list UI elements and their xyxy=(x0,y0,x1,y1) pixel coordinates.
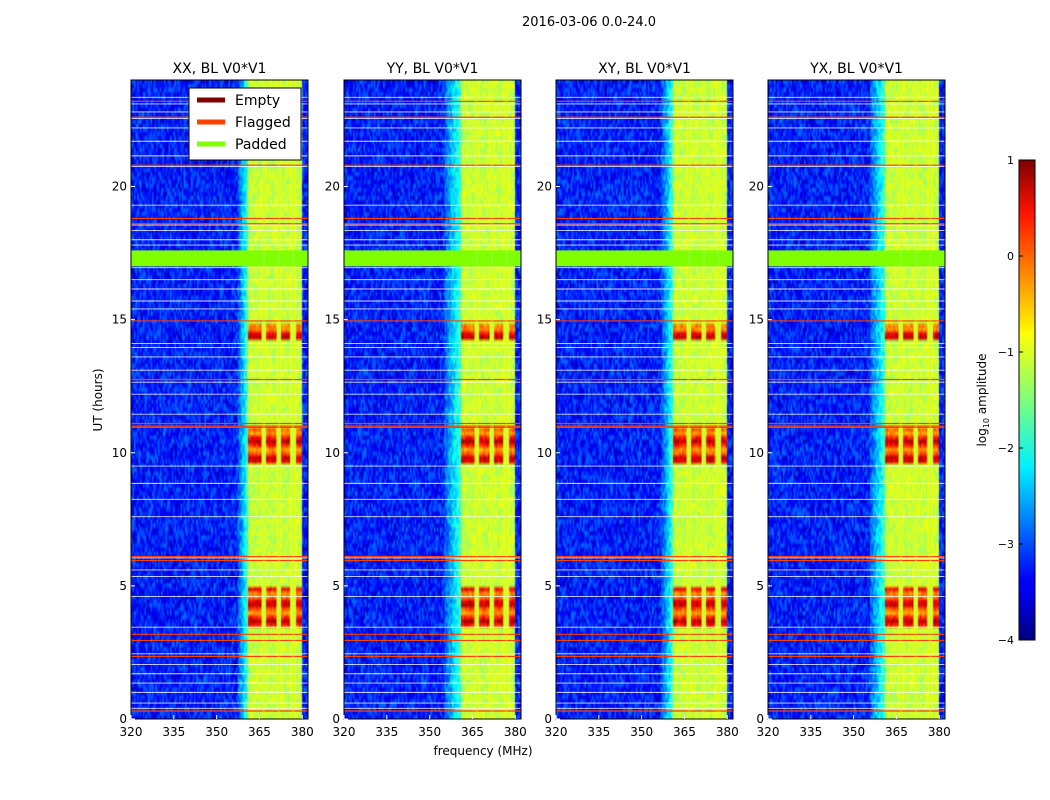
x-tick-label: 350 xyxy=(418,725,441,739)
channel-gap xyxy=(928,80,932,719)
x-tick-label: 335 xyxy=(162,725,185,739)
padded-band xyxy=(768,250,945,267)
padded-band xyxy=(556,250,733,267)
padded-band xyxy=(344,250,521,267)
colorbar-label: log10 amplitude xyxy=(975,354,991,447)
x-axis-label: frequency (MHz) xyxy=(433,744,532,758)
y-tick-label: 5 xyxy=(756,579,764,593)
colorbar-gradient xyxy=(1018,159,1036,641)
colorbar-tick-label: 1 xyxy=(1007,154,1014,167)
legend-label-padded: Padded xyxy=(235,137,287,153)
x-tick-label: 335 xyxy=(799,725,822,739)
y-tick-label: 20 xyxy=(325,180,340,194)
x-tick-label: 380 xyxy=(504,725,527,739)
x-tick-label: 380 xyxy=(716,725,739,739)
colorbar-tick-label: −2 xyxy=(998,442,1014,455)
figure-suptitle: 2016-03-06 0.0-24.0 xyxy=(522,15,656,30)
y-tick-label: 0 xyxy=(119,712,127,726)
y-tick-label: 15 xyxy=(112,313,127,327)
y-tick-label: 15 xyxy=(537,313,552,327)
axes-frame xyxy=(555,79,734,720)
x-tick-label: 335 xyxy=(587,725,610,739)
colorbar-tick-label: 0 xyxy=(1007,250,1014,263)
channel-gap xyxy=(914,80,918,719)
channel-gap xyxy=(475,80,478,719)
x-tick-label: 350 xyxy=(205,725,228,739)
colorbar-tick-label: −4 xyxy=(998,634,1014,647)
channel-gap xyxy=(504,80,508,719)
y-tick-label: 0 xyxy=(544,712,552,726)
panel-3: XY, BL V0*V1 320 335 350 365 380 0 5 10 15 20 xyxy=(537,61,739,739)
y-tick-label: 10 xyxy=(112,446,127,460)
colorbar: 1 0 −1 −2 −3 −4 log10 amplitude xyxy=(975,154,1036,647)
heatmap-image-2 xyxy=(344,80,521,719)
panel-title-1: XX, BL V0*V1 xyxy=(173,61,267,77)
channel-gap xyxy=(687,80,690,719)
panel-1: XX, BL V0*V1 320 335 350 365 380 0 5 10 15 20 xyxy=(112,61,314,739)
panel-title-3: XY, BL V0*V1 xyxy=(598,61,691,77)
panel-2: YY, BL V0*V1 320 335 350 365 380 0 5 10 15 20 xyxy=(325,61,527,739)
x-tick-label: 320 xyxy=(757,725,780,739)
channel-gap xyxy=(277,80,281,719)
y-tick-label: 15 xyxy=(749,313,764,327)
x-tick-label: 350 xyxy=(842,725,865,739)
x-tick-label: 380 xyxy=(928,725,951,739)
y-tick-label: 10 xyxy=(749,446,764,460)
x-tick-label: 335 xyxy=(375,725,398,739)
heatmap-image-3 xyxy=(556,80,733,719)
heatmap-image-1 xyxy=(131,80,308,719)
y-tick-label: 20 xyxy=(749,180,764,194)
channel-gap xyxy=(262,80,265,719)
y-tick-label: 10 xyxy=(325,446,340,460)
y-tick-label: 5 xyxy=(119,579,127,593)
channel-gap xyxy=(716,80,720,719)
x-tick-label: 350 xyxy=(630,725,653,739)
panel-title-4: YX, BL V0*V1 xyxy=(809,61,903,77)
y-tick-label: 0 xyxy=(756,712,764,726)
channel-gap xyxy=(702,80,706,719)
x-tick-label: 320 xyxy=(120,725,143,739)
x-tick-label: 365 xyxy=(461,725,484,739)
x-tick-label: 320 xyxy=(333,725,356,739)
y-tick-label: 5 xyxy=(332,579,340,593)
heatmap-image-4 xyxy=(768,80,945,719)
x-tick-label: 380 xyxy=(291,725,314,739)
colorbar-tick-label: −1 xyxy=(998,346,1014,359)
padded-band xyxy=(131,250,308,267)
x-tick-label: 365 xyxy=(248,725,271,739)
y-tick-label: 5 xyxy=(544,579,552,593)
y-tick-label: 10 xyxy=(537,446,552,460)
legend: Empty Flagged Padded xyxy=(188,87,302,161)
axes-frame xyxy=(130,79,309,720)
legend-label-flagged: Flagged xyxy=(235,115,291,131)
x-tick-label: 365 xyxy=(673,725,696,739)
colorbar-tick-label: −3 xyxy=(998,538,1014,551)
x-tick-label: 320 xyxy=(545,725,568,739)
channel-gap xyxy=(899,80,902,719)
y-axis-label: UT (hours) xyxy=(91,368,105,431)
y-tick-label: 20 xyxy=(112,180,127,194)
axes-frame xyxy=(767,79,946,720)
panel-title-2: YY, BL V0*V1 xyxy=(386,61,479,77)
x-tick-label: 365 xyxy=(885,725,908,739)
legend-label-empty: Empty xyxy=(235,93,280,109)
channel-gap xyxy=(291,80,295,719)
panel-4: YX, BL V0*V1 320 335 350 365 380 0 5 10 15 20 xyxy=(749,61,951,739)
y-tick-label: 20 xyxy=(537,180,552,194)
axes-frame xyxy=(343,79,522,720)
y-tick-label: 0 xyxy=(332,712,340,726)
y-tick-label: 15 xyxy=(325,313,340,327)
channel-gap xyxy=(490,80,494,719)
